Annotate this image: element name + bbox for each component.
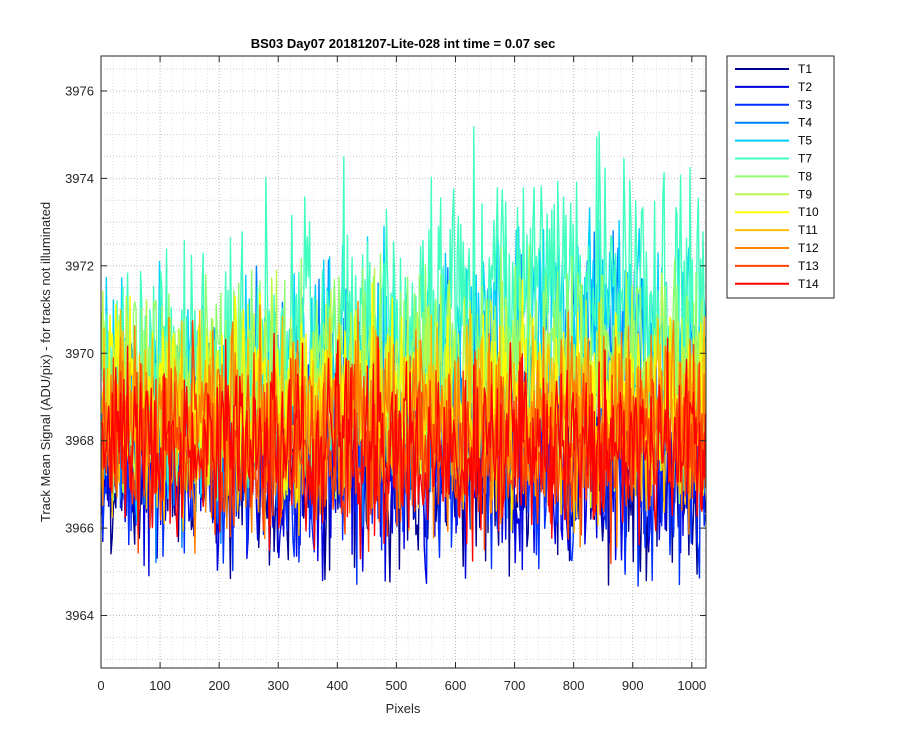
x-tick-label: 500 <box>386 678 408 693</box>
y-tick-label: 3972 <box>65 258 94 273</box>
x-tick-label: 900 <box>622 678 644 693</box>
x-tick-label: 400 <box>326 678 348 693</box>
legend-label-t9: T9 <box>798 187 812 201</box>
plot-frame <box>100 55 707 669</box>
ticks <box>100 56 706 668</box>
legend-label-t13: T13 <box>798 259 819 273</box>
tick-labels: 3964 3966 3968 3970 3972 3974 3976 0 100 200 300 40… <box>65 83 706 693</box>
x-tick-label: 300 <box>267 678 289 693</box>
y-tick-label: 3964 <box>65 608 94 623</box>
legend-label-t7: T7 <box>798 152 812 166</box>
y-tick-label: 3970 <box>65 346 94 361</box>
legend-label-t1: T1 <box>798 62 812 76</box>
legend-label-t4: T4 <box>798 116 812 130</box>
legend-label-t5: T5 <box>798 134 812 148</box>
x-tick-label: 0 <box>97 678 104 693</box>
x-axis-label: Pixels <box>386 701 421 716</box>
x-tick-label: 200 <box>208 678 230 693</box>
series-line-t14 <box>101 332 706 562</box>
legend-label-t3: T3 <box>798 98 812 112</box>
y-tick-label: 3968 <box>65 433 94 448</box>
y-tick-label: 3966 <box>65 521 94 536</box>
y-tick-label: 3976 <box>65 83 94 98</box>
x-tick-label: 600 <box>445 678 467 693</box>
chart-title: BS03 Day07 20181207-Lite-028 int time = … <box>251 36 556 51</box>
x-tick-label: 700 <box>504 678 526 693</box>
y-axis-label: Track Mean Signal (ADU/pix) - for tracks… <box>38 202 53 522</box>
legend-label-t10: T10 <box>798 205 819 219</box>
legend-label-t14: T14 <box>798 277 819 291</box>
x-tick-label: 100 <box>149 678 171 693</box>
y-tick-label: 3974 <box>65 171 94 186</box>
legend: T1 T2 T3 T4 T5 T7 T8 T9 T10 T11 T12 T13 T14 <box>726 55 835 299</box>
legend-label-t2: T2 <box>798 80 812 94</box>
series-layer <box>101 125 706 587</box>
legend-label-t8: T8 <box>798 169 812 183</box>
x-tick-label: 800 <box>563 678 585 693</box>
legend-label-t12: T12 <box>798 241 819 255</box>
x-tick-label: 1000 <box>677 678 706 693</box>
legend-label-t11: T11 <box>798 223 818 237</box>
